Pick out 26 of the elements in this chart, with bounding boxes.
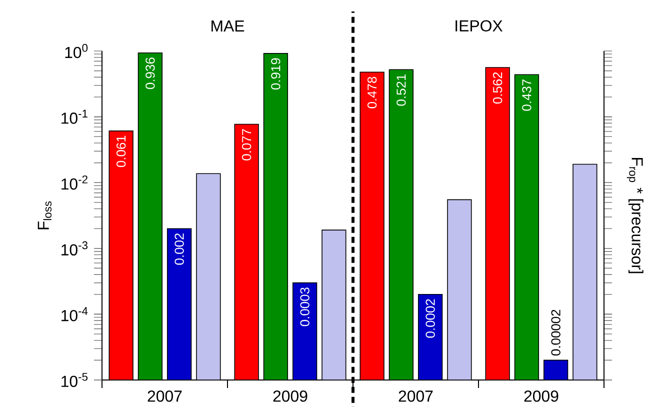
x-tick-label: 2009 <box>524 390 558 402</box>
y-axis-title: F$_{loss}$ <box>38 201 52 230</box>
data-label: 0.521 <box>396 74 406 106</box>
y-tick-label: 10$^{-2}$ <box>62 176 88 190</box>
y-tick-label: 10$^{-1}$ <box>62 110 88 124</box>
text: IEPOX <box>456 20 503 32</box>
text: MAE <box>212 20 244 32</box>
data-label: 0.077 <box>242 129 252 160</box>
data-label: 0.562 <box>492 72 502 104</box>
data-label: 0.437 <box>522 80 532 111</box>
data-label: 0.0003 <box>300 288 310 326</box>
x-tick-label: 2009 <box>273 390 308 402</box>
data-label: 0.478 <box>367 76 377 108</box>
y-tick-label: 10$^{-4}$ <box>62 307 88 322</box>
x-tick-label: 2007 <box>148 390 182 402</box>
data-label: 0.002 <box>174 233 184 265</box>
y-tick-label: 10$^{-5}$ <box>62 372 88 388</box>
data-label: 0.00002 <box>551 310 560 356</box>
y-tick-label: 10$^{-3}$ <box>62 241 88 256</box>
data-label: 0.919 <box>271 58 280 90</box>
data-label: 0.061 <box>116 136 126 168</box>
data-label: 0.0002 <box>426 299 435 338</box>
x-tick-label: 2007 <box>398 390 433 402</box>
y-tick-label: 10$^{0}$ <box>65 44 88 58</box>
data-label: 0.936 <box>146 58 155 89</box>
y2-axis-title: F$_{rop}$ * [precursor] <box>626 158 644 274</box>
